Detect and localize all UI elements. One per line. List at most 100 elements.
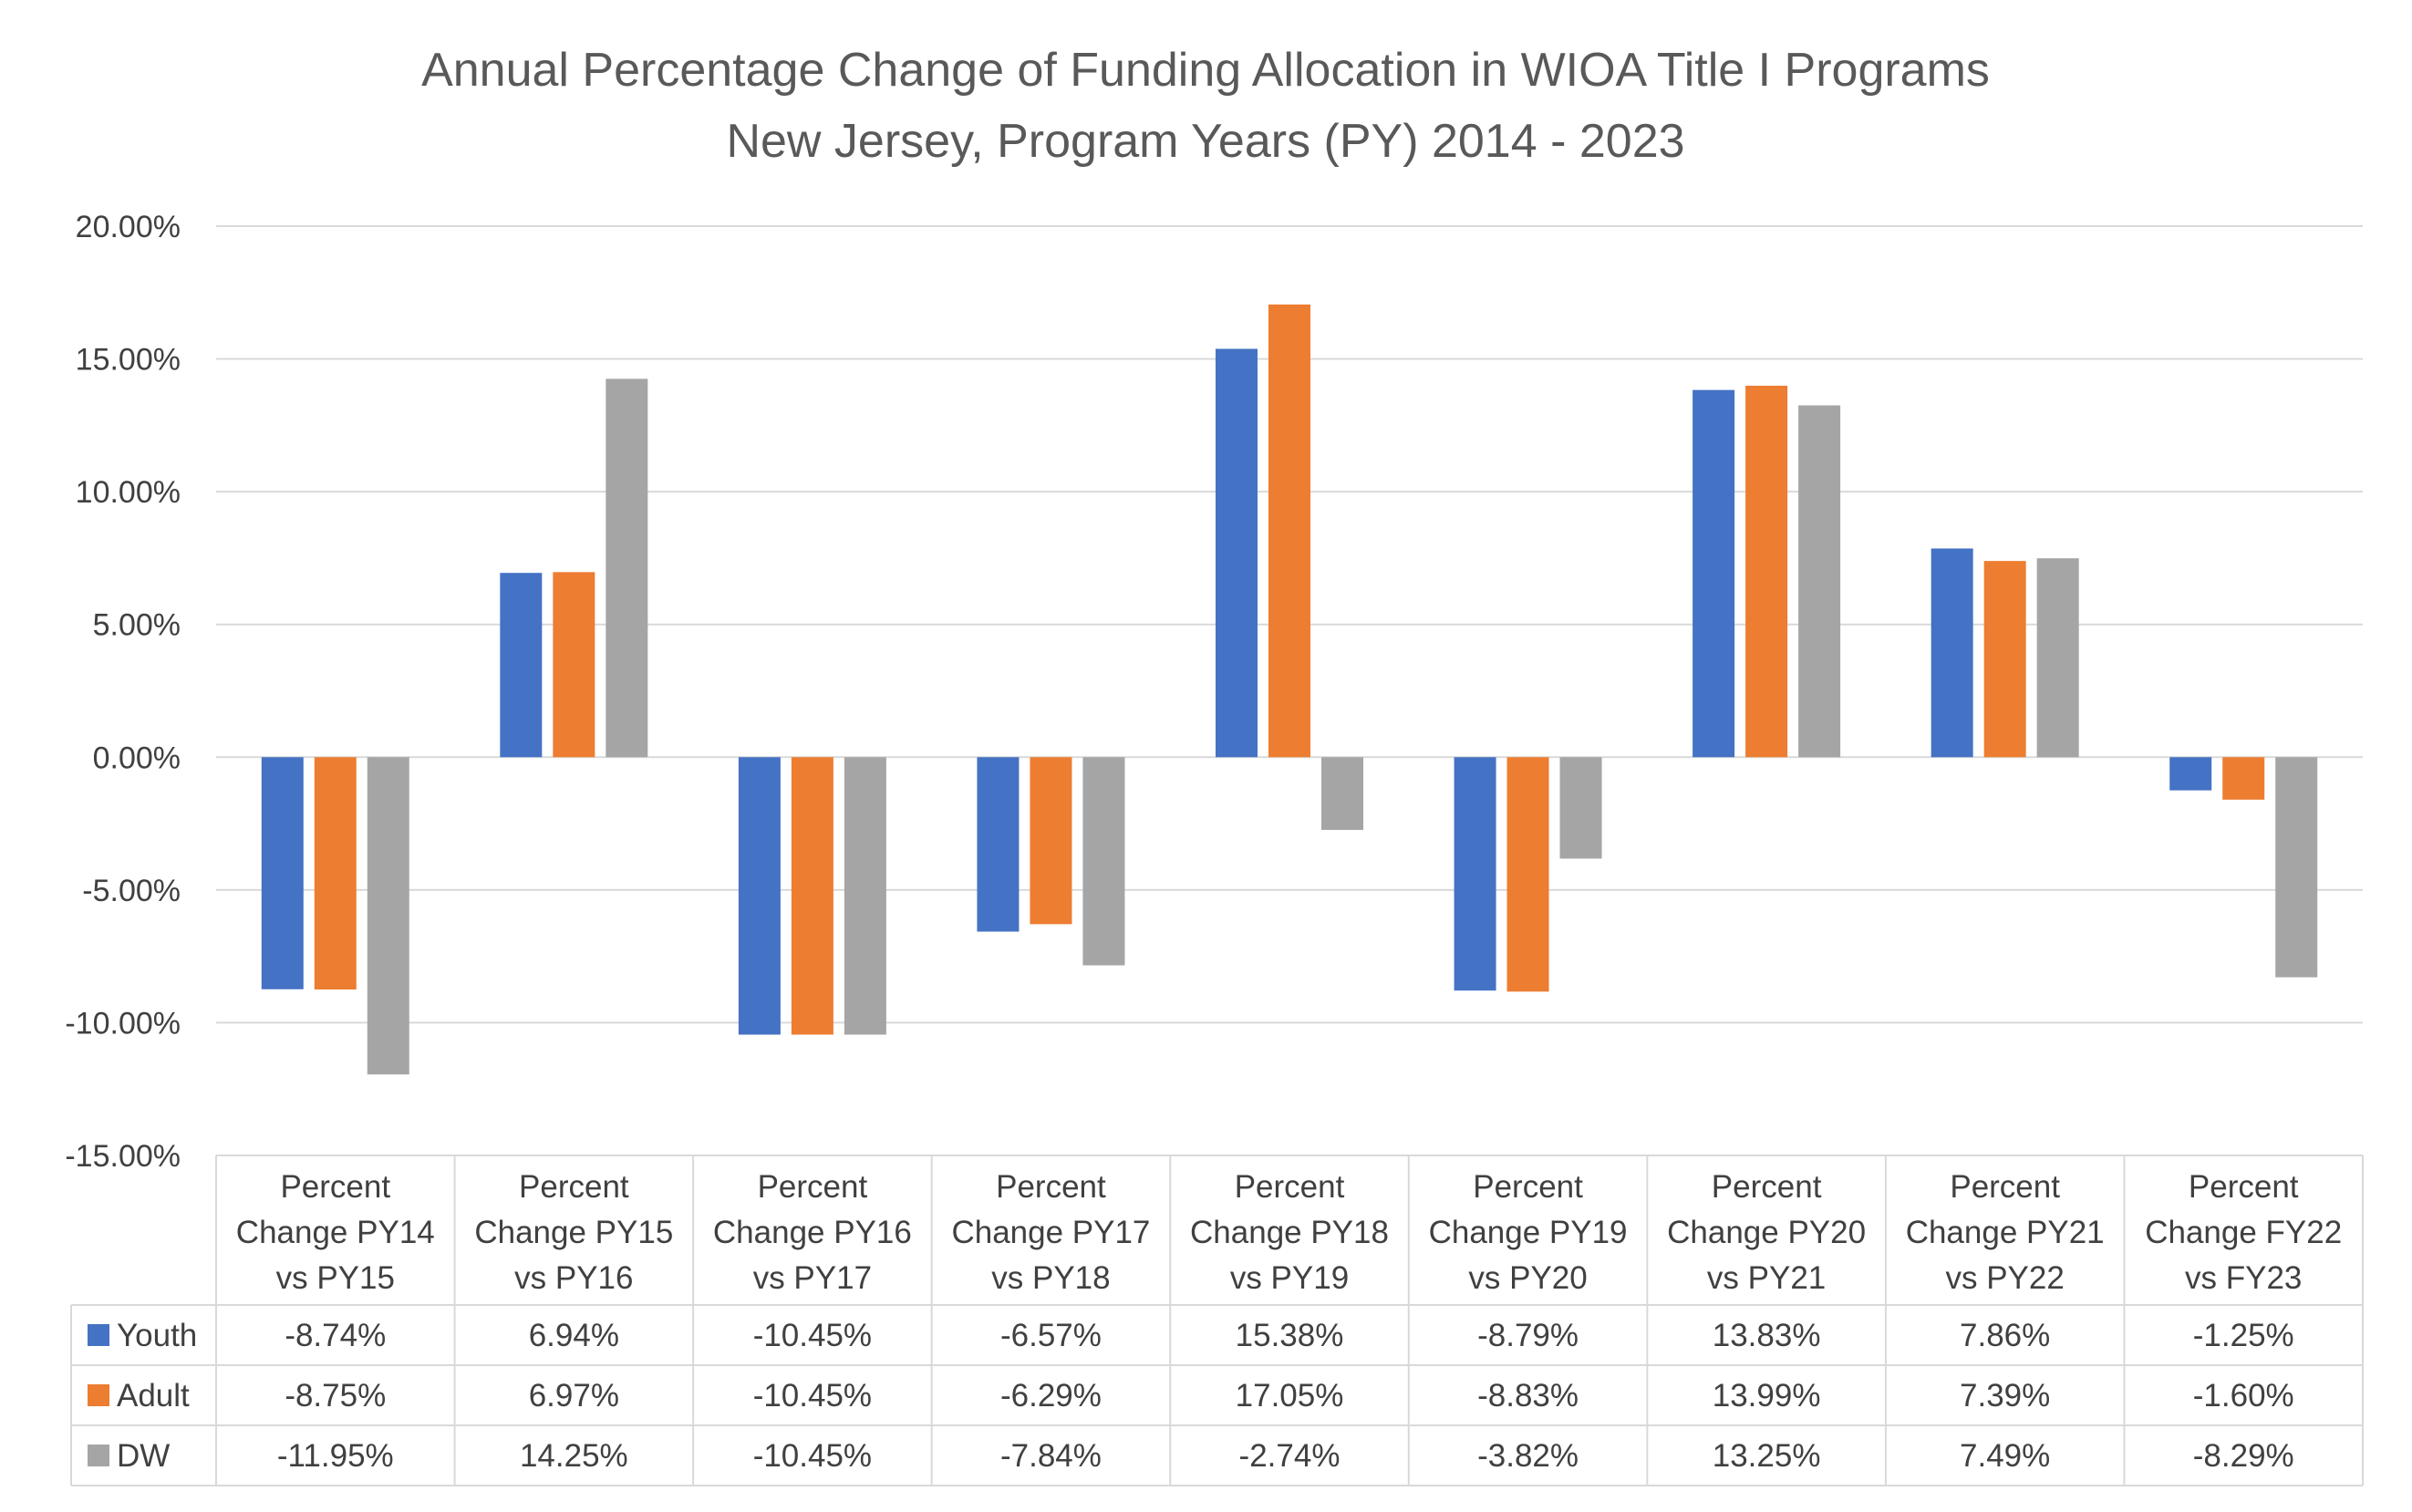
bar-dw xyxy=(2036,558,2079,758)
data-label: -3.82% xyxy=(1477,1438,1579,1474)
category-label: Change PY20 xyxy=(1667,1215,1866,1250)
bar-youth xyxy=(738,757,781,1035)
data-label: -8.79% xyxy=(1477,1318,1579,1353)
legend-label: Youth xyxy=(117,1318,197,1353)
bar-dw xyxy=(367,757,409,1075)
legend-key-youth xyxy=(88,1324,109,1346)
category-label: Change PY19 xyxy=(1429,1215,1628,1250)
bar-adult xyxy=(1983,561,2026,758)
category-label: vs PY21 xyxy=(1707,1260,1826,1296)
data-label: 13.83% xyxy=(1713,1318,1821,1353)
category-label: Percent xyxy=(1473,1169,1583,1205)
category-label: Change PY16 xyxy=(713,1215,912,1250)
data-label: -8.75% xyxy=(285,1378,386,1414)
data-label: -6.57% xyxy=(1000,1318,1102,1353)
bar-adult xyxy=(1745,385,1788,758)
category-label: vs PY16 xyxy=(514,1260,633,1296)
bar-youth xyxy=(1693,389,1735,758)
category-label: Change PY14 xyxy=(236,1215,435,1250)
category-label: vs PY17 xyxy=(753,1260,872,1296)
bar-dw xyxy=(844,757,886,1035)
category-label: vs PY22 xyxy=(1945,1260,2064,1296)
category-label: vs FY23 xyxy=(2185,1260,2302,1296)
category-label: Percent xyxy=(1950,1169,2060,1205)
category-label: Change PY21 xyxy=(1906,1215,2105,1250)
data-label: 6.94% xyxy=(529,1318,619,1353)
y-tick-label: 0.00% xyxy=(93,740,181,775)
y-tick-label: -5.00% xyxy=(82,874,181,908)
category-label: Percent xyxy=(1235,1169,1345,1205)
y-tick-label: 5.00% xyxy=(93,608,181,643)
category-label: Percent xyxy=(996,1169,1106,1205)
bar-youth xyxy=(1931,548,1973,758)
bar-dw xyxy=(1798,405,1841,758)
data-label: 14.25% xyxy=(520,1438,628,1474)
bar-youth xyxy=(1216,348,1258,758)
bars xyxy=(261,304,2318,1075)
bar-youth xyxy=(977,757,1020,932)
data-label: -2.74% xyxy=(1239,1438,1341,1474)
bar-youth xyxy=(261,757,304,989)
data-label: -10.45% xyxy=(753,1318,872,1353)
category-label: Percent xyxy=(2189,1169,2299,1205)
data-label: -1.60% xyxy=(2193,1378,2294,1414)
bar-dw xyxy=(1082,757,1125,966)
data-label: 17.05% xyxy=(1236,1378,1344,1414)
category-label: vs PY20 xyxy=(1468,1260,1587,1296)
data-label: -10.45% xyxy=(753,1438,872,1474)
y-tick-label: 10.00% xyxy=(76,475,181,510)
bar-dw xyxy=(2275,757,2318,978)
data-label: 15.38% xyxy=(1236,1318,1344,1353)
data-label: 13.99% xyxy=(1713,1378,1821,1414)
bar-dw xyxy=(606,378,648,758)
category-label: Change PY17 xyxy=(951,1215,1150,1250)
bar-youth xyxy=(1454,757,1496,991)
legend-label: Adult xyxy=(117,1378,190,1414)
bar-adult xyxy=(1268,304,1310,758)
category-label: vs PY19 xyxy=(1230,1260,1349,1296)
data-label: -10.45% xyxy=(753,1378,872,1414)
chart-subtitle: New Jersey, Program Years (PY) 2014 - 20… xyxy=(726,115,1684,168)
bar-adult xyxy=(791,757,833,1035)
data-label: 6.97% xyxy=(529,1378,619,1414)
category-label: Percent xyxy=(758,1169,868,1205)
bar-dw xyxy=(1321,757,1363,831)
y-tick-label: 20.00% xyxy=(76,210,181,244)
data-table: Percent Change PY14 vs PY15 Percent Change P… xyxy=(70,1155,2364,1486)
category-label: vs PY18 xyxy=(991,1260,1110,1296)
data-label: -7.84% xyxy=(1000,1438,1102,1474)
chart-title: Annual Percentage Change of Funding Allo… xyxy=(421,44,1990,97)
data-label: 7.39% xyxy=(1960,1378,2050,1414)
bar-youth xyxy=(500,573,543,758)
data-label: -6.29% xyxy=(1000,1378,1102,1414)
category-label: Percent xyxy=(1712,1169,1822,1205)
category-label: Percent xyxy=(280,1169,390,1205)
data-label: -8.74% xyxy=(285,1318,386,1353)
category-label: vs PY15 xyxy=(276,1260,395,1296)
category-label: Change PY15 xyxy=(474,1215,673,1250)
bar-adult xyxy=(314,757,357,990)
bar-adult xyxy=(553,572,595,758)
data-label: 7.49% xyxy=(1960,1438,2050,1474)
data-label: 13.25% xyxy=(1713,1438,1821,1474)
y-tick-label: -15.00% xyxy=(65,1139,181,1174)
legend-key-adult xyxy=(88,1384,109,1406)
data-label: -1.25% xyxy=(2193,1318,2294,1353)
data-label: -11.95% xyxy=(277,1438,394,1474)
bar-adult xyxy=(1030,757,1072,925)
data-label: -8.29% xyxy=(2193,1438,2294,1474)
bar-dw xyxy=(1559,757,1602,859)
y-tick-label: 15.00% xyxy=(76,343,181,378)
y-axis: 20.00% 15.00% 10.00% 5.00% 0.00% -5.00% -10.00… xyxy=(65,210,181,1174)
category-label: Percent xyxy=(519,1169,629,1205)
data-label: 7.86% xyxy=(1960,1318,2050,1353)
category-label: Change FY22 xyxy=(2145,1215,2342,1250)
bar-adult xyxy=(2222,757,2265,800)
legend-label: DW xyxy=(117,1438,170,1474)
bar-youth xyxy=(2169,757,2212,791)
bar-adult xyxy=(1506,757,1549,992)
data-label: -8.83% xyxy=(1477,1378,1579,1414)
y-tick-label: -10.00% xyxy=(65,1006,181,1041)
